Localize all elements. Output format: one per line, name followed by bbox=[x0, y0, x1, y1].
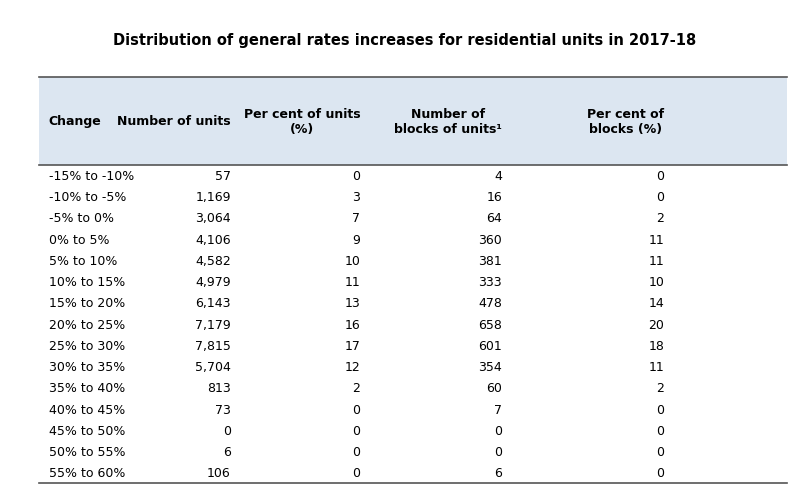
Text: 658: 658 bbox=[479, 318, 502, 331]
Text: 0: 0 bbox=[656, 424, 664, 437]
Text: 106: 106 bbox=[207, 466, 231, 479]
Text: 381: 381 bbox=[479, 255, 502, 267]
Text: 11: 11 bbox=[345, 276, 360, 289]
Text: Number of units: Number of units bbox=[117, 115, 231, 128]
Text: 73: 73 bbox=[215, 403, 231, 416]
Text: 57: 57 bbox=[215, 169, 231, 182]
Text: -5% to 0%: -5% to 0% bbox=[49, 212, 113, 225]
Text: 6: 6 bbox=[223, 445, 231, 458]
Text: 4,979: 4,979 bbox=[195, 276, 231, 289]
Text: 4,582: 4,582 bbox=[195, 255, 231, 267]
Text: 478: 478 bbox=[479, 297, 502, 310]
Text: 0: 0 bbox=[656, 403, 664, 416]
Text: 0: 0 bbox=[352, 466, 360, 479]
Text: 4: 4 bbox=[494, 169, 502, 182]
Text: 360: 360 bbox=[479, 233, 502, 246]
Text: Change: Change bbox=[49, 115, 101, 128]
Text: 7,815: 7,815 bbox=[195, 339, 231, 352]
Text: 35% to 40%: 35% to 40% bbox=[49, 382, 125, 394]
Text: -10% to -5%: -10% to -5% bbox=[49, 191, 126, 203]
Text: 15% to 20%: 15% to 20% bbox=[49, 297, 125, 310]
Text: 6,143: 6,143 bbox=[195, 297, 231, 310]
Text: 20% to 25%: 20% to 25% bbox=[49, 318, 125, 331]
Text: 0: 0 bbox=[494, 445, 502, 458]
Text: 40% to 45%: 40% to 45% bbox=[49, 403, 125, 416]
Text: 11: 11 bbox=[649, 255, 664, 267]
Text: 0: 0 bbox=[494, 424, 502, 437]
Text: Number of
blocks of units¹: Number of blocks of units¹ bbox=[394, 108, 502, 135]
Text: 11: 11 bbox=[649, 360, 664, 373]
Text: 7,179: 7,179 bbox=[195, 318, 231, 331]
Text: 7: 7 bbox=[494, 403, 502, 416]
Text: 13: 13 bbox=[345, 297, 360, 310]
Text: 20: 20 bbox=[648, 318, 664, 331]
Text: 17: 17 bbox=[344, 339, 360, 352]
Text: 0: 0 bbox=[223, 424, 231, 437]
Text: 10% to 15%: 10% to 15% bbox=[49, 276, 125, 289]
Text: 60: 60 bbox=[486, 382, 502, 394]
Text: Distribution of general rates increases for residential units in 2017-18: Distribution of general rates increases … bbox=[113, 33, 697, 48]
Text: -15% to -10%: -15% to -10% bbox=[49, 169, 134, 182]
Text: 45% to 50%: 45% to 50% bbox=[49, 424, 125, 437]
Text: 7: 7 bbox=[352, 212, 360, 225]
Text: 64: 64 bbox=[487, 212, 502, 225]
Text: 2: 2 bbox=[656, 212, 664, 225]
Text: 11: 11 bbox=[649, 233, 664, 246]
Text: 10: 10 bbox=[648, 276, 664, 289]
Text: 55% to 60%: 55% to 60% bbox=[49, 466, 125, 479]
Text: 2: 2 bbox=[656, 382, 664, 394]
Text: 3: 3 bbox=[352, 191, 360, 203]
Text: Per cent of
blocks (%): Per cent of blocks (%) bbox=[587, 108, 664, 135]
Text: 50% to 55%: 50% to 55% bbox=[49, 445, 125, 458]
Text: 0: 0 bbox=[352, 445, 360, 458]
Text: 0% to 5%: 0% to 5% bbox=[49, 233, 109, 246]
Text: 0: 0 bbox=[656, 191, 664, 203]
Text: 5,704: 5,704 bbox=[195, 360, 231, 373]
Text: 2: 2 bbox=[352, 382, 360, 394]
Text: 6: 6 bbox=[494, 466, 502, 479]
Text: 0: 0 bbox=[352, 403, 360, 416]
Text: 16: 16 bbox=[345, 318, 360, 331]
Text: 10: 10 bbox=[344, 255, 360, 267]
Text: 0: 0 bbox=[352, 424, 360, 437]
Text: 333: 333 bbox=[479, 276, 502, 289]
Text: 30% to 35%: 30% to 35% bbox=[49, 360, 125, 373]
Text: 14: 14 bbox=[649, 297, 664, 310]
Text: 3,064: 3,064 bbox=[195, 212, 231, 225]
Text: 16: 16 bbox=[487, 191, 502, 203]
Bar bbox=[39, 78, 787, 165]
Text: 0: 0 bbox=[656, 466, 664, 479]
Text: 12: 12 bbox=[345, 360, 360, 373]
Text: 0: 0 bbox=[352, 169, 360, 182]
Text: 9: 9 bbox=[352, 233, 360, 246]
Text: 354: 354 bbox=[479, 360, 502, 373]
Text: Per cent of units
(%): Per cent of units (%) bbox=[244, 108, 360, 135]
Text: 5% to 10%: 5% to 10% bbox=[49, 255, 117, 267]
Text: 4,106: 4,106 bbox=[195, 233, 231, 246]
Text: 25% to 30%: 25% to 30% bbox=[49, 339, 125, 352]
Text: 0: 0 bbox=[656, 169, 664, 182]
Text: 1,169: 1,169 bbox=[195, 191, 231, 203]
Text: 0: 0 bbox=[656, 445, 664, 458]
Text: 813: 813 bbox=[207, 382, 231, 394]
Text: 18: 18 bbox=[648, 339, 664, 352]
Text: 601: 601 bbox=[479, 339, 502, 352]
